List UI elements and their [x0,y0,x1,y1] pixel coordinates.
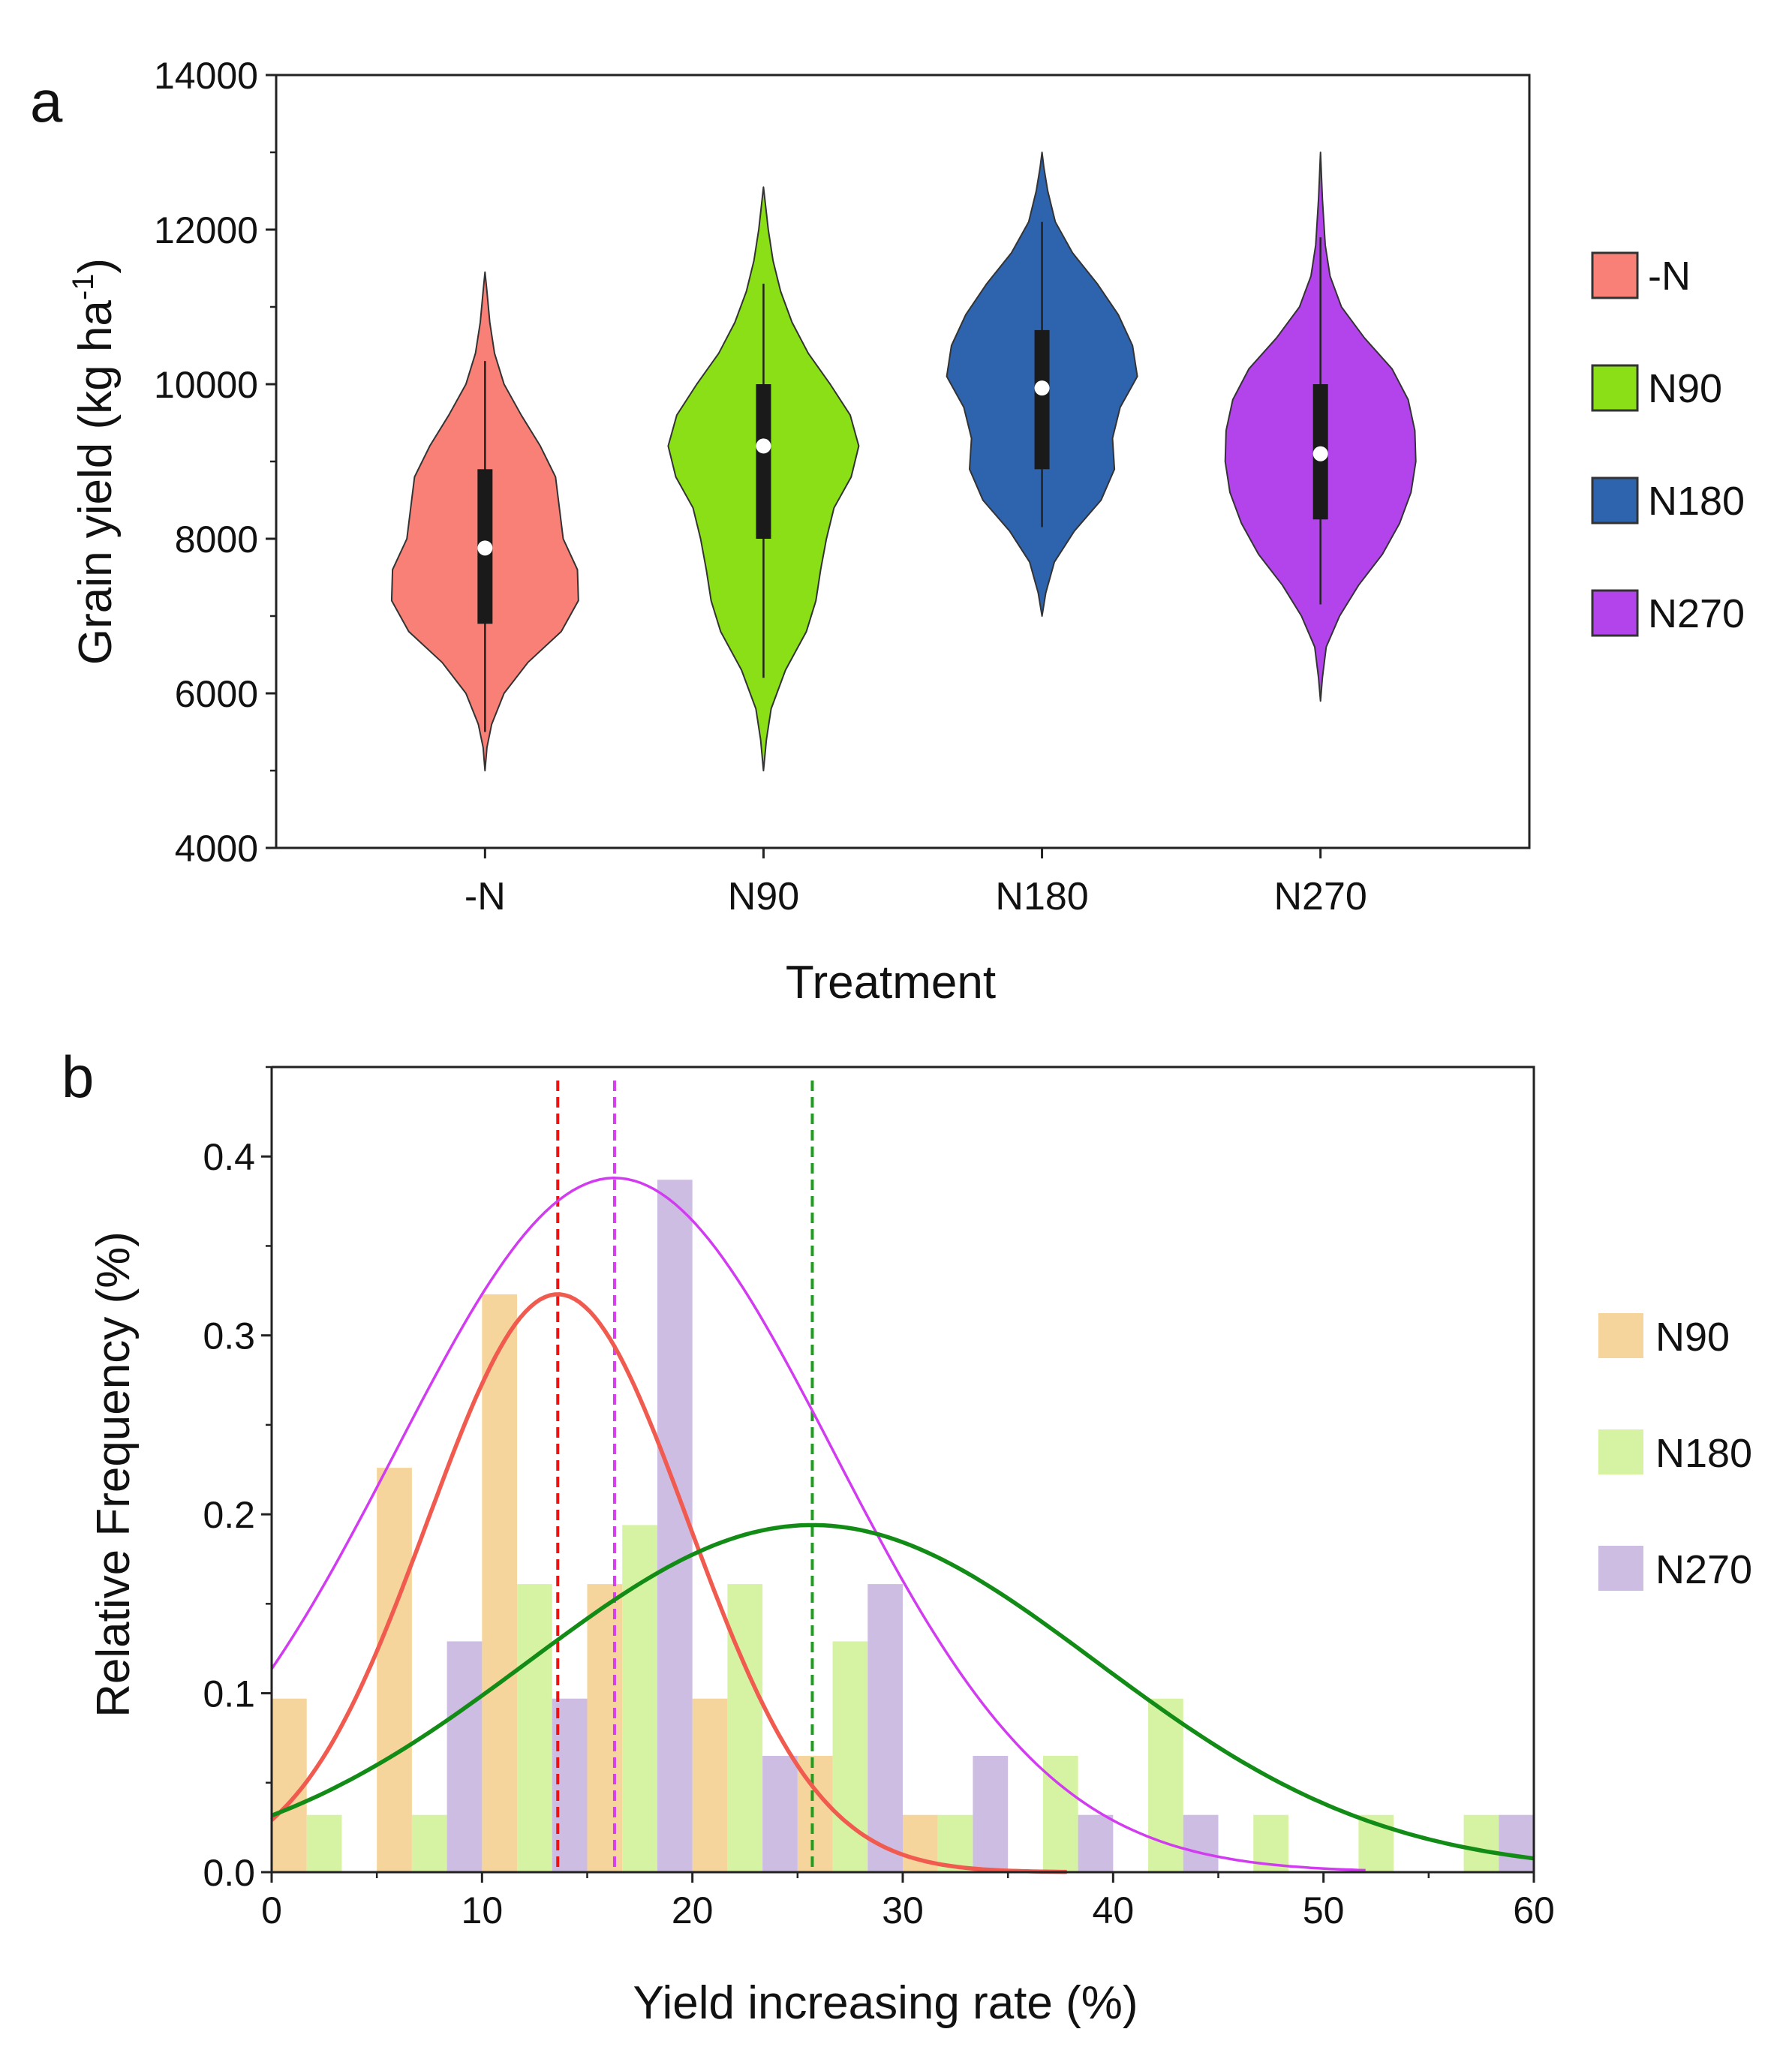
y-tick-label-10000: 10000 [154,364,258,406]
x-tick-label-20: 20 [672,1889,714,1931]
x-tick-label-60: 60 [1513,1889,1555,1931]
fit-curve-n270 [270,1177,1366,1872]
iqr-box-n180 [1034,329,1050,470]
y-tick-label-0.4: 0.4 [203,1136,255,1178]
median-dot-n270 [1312,446,1328,461]
panel-b-y-axis-title: Relative Frequency (%) [88,1231,140,1718]
bar-n270-55 [1499,1814,1534,1872]
legend-label-n270: N270 [1655,1547,1752,1592]
panel-b-legend: N90 N180 N270 [1598,1313,1752,1592]
bar-n180-10 [517,1584,552,1872]
x-tick-label-10: 10 [462,1889,504,1931]
y-tick-label-0.1: 0.1 [203,1673,255,1715]
panel-a-legend: -N N90 N180 N270 [1591,251,1745,637]
x-tick-label-n90: N90 [728,875,799,918]
legend-label-n270: N270 [1648,591,1745,636]
y-tick-label-14000: 14000 [154,55,258,97]
bar-n90-10 [482,1294,518,1872]
bar-n180-0 [306,1814,342,1872]
panel-a-x-axis: -N N90 N180 N270 [465,848,1367,918]
x-tick-label-n: -N [465,875,506,918]
normal-fit-curves [270,1177,1535,1874]
x-tick-label-n270: N270 [1274,875,1367,918]
bar-n180-55 [1463,1814,1499,1872]
violin-group [390,152,1417,771]
bar-n270-5 [446,1641,483,1872]
bar-n270-20 [762,1756,798,1872]
y-tick-label-4000: 4000 [175,828,258,870]
panel-a-violin-chart: a 4000 6000 8000 10000 12000 14000 -N N90 N180 N… [30,55,1745,1008]
x-tick-label-40: 40 [1093,1889,1135,1931]
legend-label-n: -N [1648,254,1691,299]
bar-n270-35 [1078,1814,1114,1872]
panel-a-x-axis-title: Treatment [786,957,996,1008]
panel-a-y-axis-title: Grain yield (kg ha-1) [67,258,122,665]
fit-curve-n180 [270,1522,1535,1861]
bar-n180-25 [832,1641,868,1872]
panel-a-label: a [30,68,63,134]
legend-swatch-n270 [1591,589,1639,637]
legend-swatch-n90 [1591,364,1639,412]
x-tick-label-30: 30 [882,1889,924,1931]
legend-label-n180: N180 [1648,479,1745,524]
y-axis-title-superscript: -1 [67,274,100,301]
panel-b-y-axis: 0.0 0.1 0.2 0.3 0.4 [203,1066,272,1894]
y-tick-label-0.2: 0.2 [203,1494,255,1536]
legend-label-n90: N90 [1655,1315,1730,1360]
median-dot-n180 [1034,380,1050,396]
bar-n180-30 [937,1814,973,1872]
legend-swatch-n [1591,251,1639,299]
bar-n90-0 [272,1698,307,1872]
x-tick-label-0: 0 [261,1889,282,1931]
y-tick-label-0.0: 0.0 [203,1852,255,1894]
legend-swatch-n270 [1598,1546,1643,1591]
bar-n90-15 [587,1584,623,1872]
panel-b-x-axis: 0 10 20 30 40 50 60 [261,1872,1555,1931]
median-dot-n90 [756,438,771,454]
bar-n270-25 [867,1584,903,1872]
bar-n270-15 [657,1180,693,1872]
y-tick-label-12000: 12000 [154,209,258,251]
bar-n90-5 [377,1468,412,1872]
bar-n270-30 [973,1756,1009,1872]
y-tick-label-0.3: 0.3 [203,1315,255,1357]
y-tick-label-6000: 6000 [175,673,258,715]
panel-a-y-axis: 4000 6000 8000 10000 12000 14000 [154,55,276,870]
panel-b-label: b [62,1044,94,1110]
legend-label-n90: N90 [1648,366,1722,411]
bar-n270-40 [1183,1814,1219,1872]
legend-label-n180: N180 [1655,1431,1752,1476]
panel-b-histogram-chart: b 0.0 0.1 0.2 0.3 0.4 0 10 20 30 40 50 60 Yield in… [62,1044,1752,2029]
bar-n180-20 [727,1584,763,1872]
y-tick-label-8000: 8000 [175,519,258,561]
bar-n180-5 [411,1814,447,1872]
y-axis-title-tail: ) [70,258,122,274]
x-tick-label-n180: N180 [995,875,1088,918]
bar-n90-20 [692,1698,728,1872]
fit-curve-n90 [270,1292,1067,1874]
legend-swatch-n90 [1598,1313,1643,1358]
x-tick-label-50: 50 [1303,1889,1345,1931]
histogram-bars [272,1180,1534,1872]
iqr-box-n90 [756,384,771,539]
legend-swatch-n180 [1598,1429,1643,1474]
panel-b-x-axis-title: Yield increasing rate (%) [633,1977,1138,2029]
legend-swatch-n180 [1591,476,1639,525]
y-axis-title-main: Grain yield (kg ha [70,300,122,665]
median-dot-n [477,540,493,556]
